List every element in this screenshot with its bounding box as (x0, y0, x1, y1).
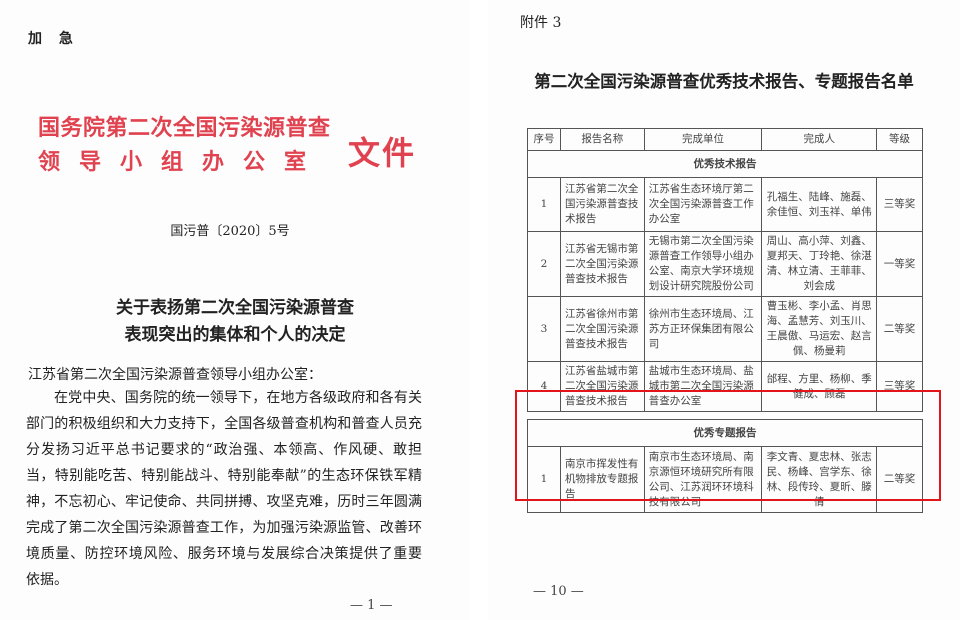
issuer-line-1: 国务院第二次全国污染源普查 (38, 115, 331, 141)
completing-unit: 无锡市第二次全国污染源普查工作领导小组办公室、南京大学环境规划设计研究院股份公司 (643, 231, 763, 297)
award-level: 一等奖 (876, 231, 923, 297)
issuer-suffix: 文件 (348, 134, 417, 172)
report-name: 江苏省第二次全国污染源普查技术报告 (559, 177, 645, 232)
page-number: — 1 — (350, 598, 393, 613)
report-name: 江苏省无锡市第二次全国污染源普查技术报告 (559, 231, 645, 297)
body-line: 分发扬习近平总书记要求的“政治强、本领高、作风硬、敢担 (26, 442, 422, 458)
table-row: 1 江苏省第二次全国污染源普查技术报告 江苏省生态环境厅第二次全国污染源普查工作办公… (527, 177, 923, 232)
award-level: 二等奖 (876, 446, 923, 513)
body-line: 依据。 (26, 572, 68, 588)
column-header: 报告名称 (559, 128, 645, 151)
table-row: 1 南京市挥发性有机物排放专题报告 南京市生态环境局、南京源恒环境研究所有限公司、江… (527, 446, 923, 513)
page-number: — 10 — (533, 584, 584, 599)
column-header: 完成单位 (643, 128, 763, 151)
body-line: 神，不忘初心、牢记使命、共同拼搏、攻坚克难，历时三年圆满 (26, 494, 422, 510)
completing-unit: 南京市生态环境局、南京源恒环境研究所有限公司、江苏润环环境科技有限公司 (643, 446, 763, 513)
attachment-title: 第二次全国污染源普查优秀技术报告、专题报告名单 (534, 72, 914, 91)
column-header: 等级 (876, 128, 923, 151)
report-name: 江苏省盐城市第二次全国污染源普查技术报告 (559, 361, 645, 412)
award-level: 三等奖 (876, 361, 923, 412)
row-number: 2 (527, 231, 561, 297)
row-number: 1 (527, 446, 561, 513)
body-line: 部门的积极组织和大力支持下，全国各级普查机构和普查人员充 (26, 416, 422, 432)
report-name: 江苏省徐州市第二次全国污染源普查技术报告 (559, 296, 645, 362)
award-level: 二等奖 (876, 296, 923, 362)
table-row: 3 江苏省徐州市第二次全国污染源普查技术报告 徐州市生态环境局、江苏方正环保集团有限… (527, 296, 923, 362)
award-table: 序号 报告名称 完成单位 完成人 等级 优秀技术报告 1 江苏省第二次全国污染源普查技术报告… (527, 128, 923, 513)
table-row: 2 江苏省无锡市第二次全国污染源普查技术报告 无锡市第二次全国污染源普查工作领导小组… (527, 231, 923, 297)
document-title-line-2: 表现突出的集体和个人的决定 (124, 325, 346, 345)
completing-people: 李文青、夏忠林、张志民、杨峰、宫学东、徐林、段传玲、夏昕、滕倩 (761, 446, 878, 513)
completing-people: 孔福生、陆峰、施磊、余佳恒、刘玉祥、单伟 (761, 177, 878, 232)
table-header-row: 序号 报告名称 完成单位 完成人 等级 (527, 128, 923, 151)
table-row: 4 江苏省盐城市第二次全国污染源普查技术报告 盐城市生态环境局、盐城市第二次全国污染… (527, 361, 923, 412)
addressee: 江苏省第二次全国污染源普查领导小组办公室： (28, 367, 322, 383)
row-number: 3 (527, 296, 561, 362)
body-line: 完成了第二次全国污染源普查工作，为加强污染源监管、改善环 (26, 520, 422, 536)
document-number: 国污普〔2020〕5号 (170, 224, 290, 239)
attachment-label: 附件 3 (520, 15, 562, 31)
column-header: 序号 (527, 128, 561, 151)
left-page: 加 急 国务院第二次全国污染源普查 领导小组办公室 文件 国污普〔2020〕5号… (0, 0, 470, 620)
section-label: 优秀技术报告 (527, 150, 923, 178)
body-line: 在党中央、国务院的统一领导下，在地方各级政府和各有关 (54, 390, 422, 406)
issuer-line-2: 领导小组办公室 (38, 149, 326, 175)
highlight-box (515, 390, 941, 501)
body-line: 当，特别能吃苦、特别能战斗、特别能奉献”的生态环保铁军精 (26, 468, 422, 484)
completing-unit: 江苏省生态环境厅第二次全国污染源普查工作办公室 (643, 177, 763, 232)
report-name: 南京市挥发性有机物排放专题报告 (559, 446, 645, 513)
completing-people: 周山、高小萍、刘鑫、夏邦天、丁玲艳、徐湛清、林立清、王菲菲、刘会成 (761, 231, 878, 297)
completing-people: 曹玉彬、李小孟、肖思海、孟慧芳、刘玉川、王晨傲、马运宏、赵言佩、杨曼莉 (761, 296, 878, 362)
document-title-line-1: 关于表扬第二次全国污染源普查 (116, 298, 354, 318)
body-line: 境质量、防控环境风险、服务环境与发展综合决策提供了重要 (26, 546, 422, 562)
award-level: 三等奖 (876, 177, 923, 232)
completing-unit: 徐州市生态环境局、江苏方正环保集团有限公司 (643, 296, 763, 362)
right-page: 附件 3 第二次全国污染源普查优秀技术报告、专题报告名单 序号 报告名称 完成单位完… (488, 0, 960, 620)
row-number: 1 (527, 177, 561, 232)
urgent-label: 加 急 (28, 31, 79, 47)
section-row: 优秀技术报告 (527, 150, 923, 178)
column-header: 完成人 (761, 128, 878, 151)
